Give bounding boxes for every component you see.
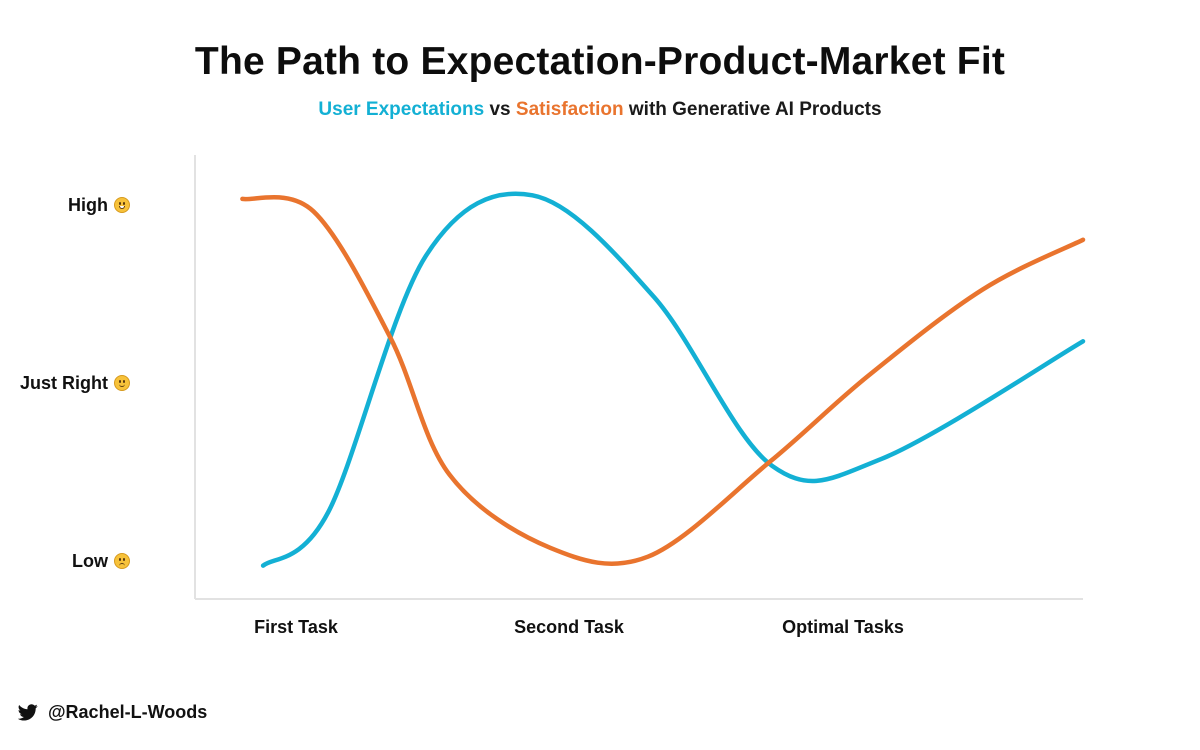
y-tick-label-high: High [0,195,130,216]
author-credit: @Rachel-L-Woods [18,702,207,723]
y-tick-label-just-right: Just Right [0,373,130,394]
series-line-satisfaction [240,194,1086,566]
star-struck-emoji-icon [114,197,130,213]
y-tick-text-high: High [68,195,108,215]
y-tick-text-just-right: Just Right [20,373,108,393]
subtitle-rest: with Generative AI Products [623,99,882,120]
series-line-user-expectations [260,191,1086,568]
author-handle: @Rachel-L-Woods [48,702,208,722]
smiling-face-emoji-icon [114,375,130,391]
chart-title: The Path to Expectation-Product-Market F… [194,40,1006,83]
frowning-face-emoji-icon [114,553,130,569]
y-tick-label-low: Low [0,551,130,572]
subtitle-vs: vs [484,99,516,120]
subtitle-satisfaction: Satisfaction [515,99,624,120]
y-tick-text-low: Low [72,551,108,571]
chart-subtitle: User Expectations vs Satisfaction with G… [0,99,1200,121]
subtitle-expectations: User Expectations [318,99,485,120]
x-tick-label-first-task: First Task [254,617,338,637]
x-tick-label-second-task: Second Task [514,617,624,637]
x-tick-label-optimal-tasks: Optimal Tasks [782,617,904,637]
twitter-bird-icon [18,704,38,721]
